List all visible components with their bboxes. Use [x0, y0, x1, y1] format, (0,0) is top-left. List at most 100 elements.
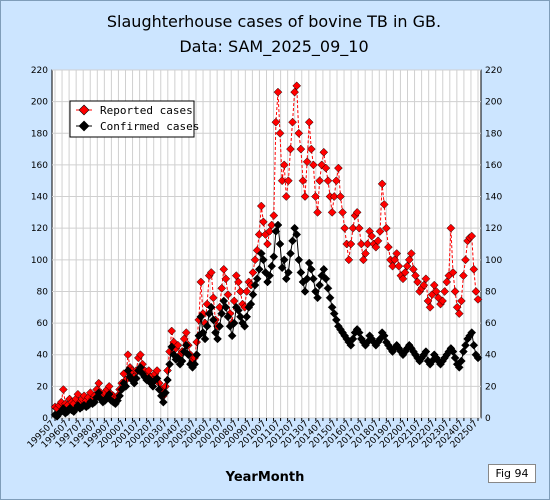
data-point	[256, 201, 266, 211]
data-point	[294, 255, 304, 265]
data-point	[209, 293, 218, 303]
data-point	[192, 350, 202, 360]
data-point	[311, 287, 320, 296]
data-point	[196, 312, 206, 322]
data-point	[217, 309, 227, 318]
data-point	[313, 208, 322, 217]
y-axis-left: 0 20 40 60 80 100 120 140 160 180 200 220	[31, 66, 48, 424]
data-point	[388, 261, 397, 271]
data-point	[461, 255, 470, 265]
data-point	[250, 255, 260, 265]
y-tick-label-left: 120	[31, 224, 48, 234]
data-point	[392, 249, 402, 258]
data-point	[281, 274, 291, 284]
data-point	[246, 299, 256, 309]
data-point	[215, 302, 224, 312]
data-point	[265, 271, 274, 280]
y-tick-label-right: 60	[485, 319, 497, 329]
data-point	[286, 144, 295, 154]
data-point	[200, 334, 210, 344]
legend: Reported cases Confirmed cases	[69, 100, 199, 138]
data-point	[281, 192, 291, 201]
data-point	[319, 147, 329, 157]
data-point	[163, 366, 172, 375]
data-point	[379, 331, 389, 341]
data-point	[56, 397, 66, 407]
data-point	[302, 157, 312, 167]
data-point	[348, 334, 358, 344]
data-point	[375, 226, 385, 236]
data-point	[275, 239, 285, 249]
y-tick-label-left: 80	[37, 287, 49, 297]
data-point	[346, 340, 356, 350]
y-tick-label-right: 200	[485, 98, 502, 108]
data-point	[248, 290, 258, 299]
data-point	[450, 353, 460, 363]
y-tick-label-right: 220	[485, 66, 502, 76]
chart-subtitle: Data: SAM_2025_09_10	[179, 37, 369, 56]
data-point	[211, 328, 220, 337]
data-point	[379, 200, 389, 209]
data-point	[269, 211, 279, 220]
data-point	[123, 366, 133, 375]
y-tick-label-left: 200	[31, 98, 48, 108]
data-point	[442, 277, 452, 287]
data-point	[261, 268, 270, 277]
data-point	[309, 274, 318, 284]
data-point	[452, 302, 462, 312]
data-point	[321, 163, 331, 173]
data-point	[202, 321, 212, 331]
data-point	[229, 318, 239, 328]
data-point	[469, 340, 479, 350]
series-layer	[50, 81, 483, 421]
data-point	[73, 389, 83, 399]
data-point	[279, 255, 289, 265]
data-point	[473, 295, 483, 304]
data-point	[304, 117, 314, 127]
data-point	[302, 274, 312, 284]
data-point	[181, 340, 191, 350]
data-point	[273, 87, 283, 97]
data-point	[300, 287, 310, 296]
data-point	[198, 328, 208, 337]
legend-box	[69, 100, 195, 138]
data-point	[438, 296, 447, 306]
data-point	[219, 296, 229, 306]
data-point	[288, 117, 297, 127]
data-point	[354, 223, 364, 233]
y-tick-label-left: 60	[37, 319, 49, 329]
data-point	[263, 277, 272, 287]
data-point	[313, 293, 322, 303]
data-point	[306, 144, 316, 154]
data-point	[271, 226, 281, 236]
data-point	[94, 378, 104, 388]
data-point	[265, 226, 274, 236]
data-point	[250, 280, 260, 290]
data-point	[163, 375, 172, 385]
data-point	[471, 287, 481, 296]
data-point	[209, 315, 218, 325]
data-point	[406, 249, 416, 258]
data-point	[315, 280, 324, 290]
series-reported	[50, 81, 483, 413]
data-point	[404, 255, 414, 265]
data-point	[221, 302, 231, 312]
data-point	[461, 340, 470, 350]
y-axis-right: 0 20 40 60 80 100 120 140 160 180 200 220	[485, 66, 502, 424]
data-point	[94, 388, 104, 398]
data-point	[259, 255, 268, 265]
data-point	[136, 363, 145, 372]
data-point	[363, 239, 372, 249]
data-point	[456, 296, 466, 306]
data-point	[409, 264, 418, 274]
data-point	[290, 223, 299, 233]
data-point	[356, 239, 366, 249]
data-point	[315, 176, 324, 186]
data-point	[236, 312, 245, 322]
y-tick-label-left: 40	[37, 351, 49, 361]
data-point	[256, 249, 266, 258]
data-point	[259, 217, 268, 227]
data-point	[131, 374, 141, 383]
data-point	[240, 321, 249, 331]
data-point	[234, 277, 243, 287]
